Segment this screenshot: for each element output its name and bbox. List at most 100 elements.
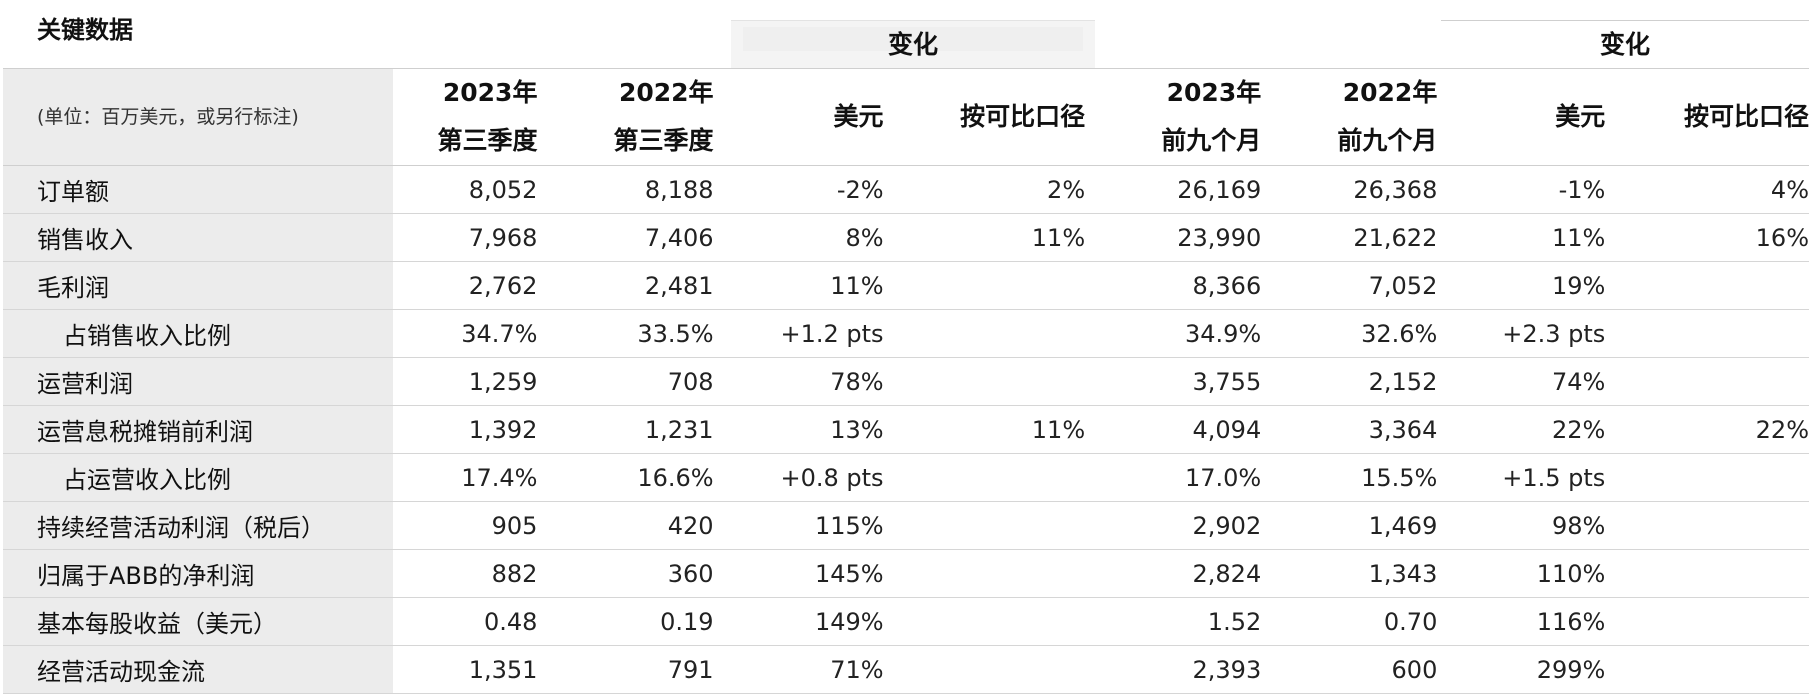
cell-value <box>1605 453 1809 502</box>
col-header-2022-q3: 2022年 第三季度 <box>537 68 714 166</box>
cell-value: 8% <box>713 213 884 262</box>
cell-value: 22% <box>1437 405 1606 454</box>
cell-value: 791 <box>537 645 714 694</box>
cell-value <box>883 453 1086 502</box>
row-label: 经营活动现金流 <box>3 645 393 694</box>
cell-value: 1,343 <box>1261 549 1438 598</box>
cell-value: 708 <box>537 357 714 406</box>
row-label: 占销售收入比例 <box>3 309 393 358</box>
table-row: 占销售收入比例 34.7% 33.5% +1.2 pts 34.9% 32.6%… <box>3 309 1809 358</box>
change-header-quarter-label: 变化 <box>887 30 938 59</box>
table-row: 订单额 8,052 8,188 -2% 2% 26,169 26,368 -1%… <box>3 165 1809 214</box>
cell-value: 2,152 <box>1261 357 1438 406</box>
cell-value: 34.7% <box>392 309 538 358</box>
key-data-table: (单位：百万美元，或另行标注) 2023年 第三季度 2022年 第三季度 美元… <box>3 68 1809 694</box>
cell-value: 4% <box>1605 165 1809 214</box>
cell-value <box>883 309 1086 358</box>
cell-value: 4,094 <box>1085 405 1262 454</box>
cell-value: 420 <box>537 501 714 550</box>
cell-value: 2,481 <box>537 261 714 310</box>
table-row: 持续经营活动利润（税后） 905 420 115% 2,902 1,469 98… <box>3 501 1809 550</box>
cell-value: +2.3 pts <box>1437 309 1606 358</box>
cell-value: 13% <box>713 405 884 454</box>
cell-value <box>883 549 1086 598</box>
cell-value <box>1605 357 1809 406</box>
cell-value: 2,393 <box>1085 645 1262 694</box>
cell-value <box>1605 261 1809 310</box>
col-header-line2: 第三季度 <box>437 126 538 155</box>
table-row: 占运营收入比例 17.4% 16.6% +0.8 pts 17.0% 15.5%… <box>3 453 1809 502</box>
cell-value: 149% <box>713 597 884 646</box>
col-header-2022-9m: 2022年 前九个月 <box>1261 68 1438 166</box>
table-row: 运营息税摊销前利润 1,392 1,231 13% 11% 4,094 3,36… <box>3 405 1809 454</box>
cell-value: 1,392 <box>392 405 538 454</box>
cell-value: 7,968 <box>392 213 538 262</box>
cell-value <box>883 261 1086 310</box>
cell-value: 7,052 <box>1261 261 1438 310</box>
change-header-ytd-label: 变化 <box>1599 30 1650 59</box>
col-header-line1: 2023年 <box>1166 78 1262 107</box>
row-label: 运营息税摊销前利润 <box>3 405 393 454</box>
cell-value: -2% <box>713 165 884 214</box>
table-row: 毛利润 2,762 2,481 11% 8,366 7,052 19% <box>3 261 1809 310</box>
cell-value: 8,188 <box>537 165 714 214</box>
col-header-line1: 2022年 <box>618 78 714 107</box>
cell-value <box>883 645 1086 694</box>
cell-value: 22% <box>1605 405 1809 454</box>
table-row: 运营利润 1,259 708 78% 3,755 2,152 74% <box>3 357 1809 406</box>
cell-value: 299% <box>1437 645 1606 694</box>
cell-value: 26,169 <box>1085 165 1262 214</box>
cell-value: 21,622 <box>1261 213 1438 262</box>
row-label: 毛利润 <box>3 261 393 310</box>
cell-value: 115% <box>713 501 884 550</box>
cell-value: 74% <box>1437 357 1606 406</box>
cell-value: 33.5% <box>537 309 714 358</box>
cell-value <box>883 501 1086 550</box>
col-header-q-comparable-change: 按可比口径 <box>883 68 1086 166</box>
cell-value <box>883 357 1086 406</box>
cell-value: 11% <box>883 213 1086 262</box>
cell-value: 1,231 <box>537 405 714 454</box>
col-header-line2: 前九个月 <box>1337 126 1438 155</box>
cell-value: 0.48 <box>392 597 538 646</box>
row-label: 占运营收入比例 <box>3 453 393 502</box>
cell-value: 17.4% <box>392 453 538 502</box>
page-title: 关键数据 <box>37 16 133 44</box>
cell-value: 8,366 <box>1085 261 1262 310</box>
cell-value: 1,351 <box>392 645 538 694</box>
cell-value: 19% <box>1437 261 1606 310</box>
cell-value: 15.5% <box>1261 453 1438 502</box>
cell-value: 17.0% <box>1085 453 1262 502</box>
row-label: 归属于ABB的净利润 <box>3 549 393 598</box>
cell-value <box>1605 597 1809 646</box>
col-header-line2: 第三季度 <box>613 126 714 155</box>
cell-value: 0.70 <box>1261 597 1438 646</box>
cell-value: 3,755 <box>1085 357 1262 406</box>
cell-value: +1.2 pts <box>713 309 884 358</box>
cell-value: -1% <box>1437 165 1606 214</box>
cell-value: +1.5 pts <box>1437 453 1606 502</box>
cell-value: 11% <box>713 261 884 310</box>
cell-value <box>1605 501 1809 550</box>
col-header-q-usd-change: 美元 <box>713 68 884 166</box>
cell-value: 116% <box>1437 597 1606 646</box>
cell-value: 78% <box>713 357 884 406</box>
table-row: 基本每股收益（美元） 0.48 0.19 149% 1.52 0.70 116% <box>3 597 1809 646</box>
col-header-line2: 前九个月 <box>1161 126 1262 155</box>
cell-value: 8,052 <box>392 165 538 214</box>
cell-value <box>1605 645 1809 694</box>
table-row: 归属于ABB的净利润 882 360 145% 2,824 1,343 110% <box>3 549 1809 598</box>
cell-value: 32.6% <box>1261 309 1438 358</box>
cell-value: 98% <box>1437 501 1606 550</box>
row-label: 持续经营活动利润（税后） <box>3 501 393 550</box>
cell-value: 26,368 <box>1261 165 1438 214</box>
cell-value: 7,406 <box>537 213 714 262</box>
col-header-ytd-usd-change: 美元 <box>1437 68 1606 166</box>
table-header-row: (单位：百万美元，或另行标注) 2023年 第三季度 2022年 第三季度 美元… <box>3 68 1809 166</box>
col-header-ytd-comparable-change: 按可比口径 <box>1605 68 1809 166</box>
cell-value: 1.52 <box>1085 597 1262 646</box>
unit-note: (单位：百万美元，或另行标注) <box>3 68 393 166</box>
row-label: 基本每股收益（美元） <box>3 597 393 646</box>
cell-value <box>883 597 1086 646</box>
row-label: 订单额 <box>3 165 393 214</box>
